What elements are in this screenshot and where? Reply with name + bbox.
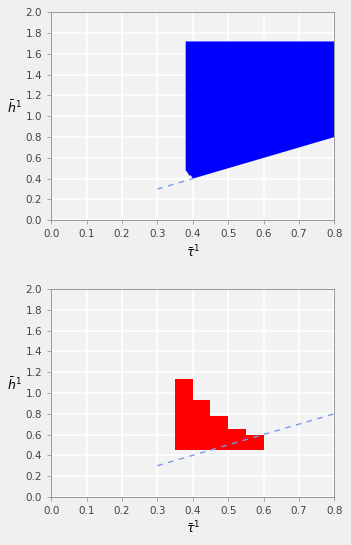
Y-axis label: $\bar{h}^1$: $\bar{h}^1$ bbox=[7, 100, 22, 116]
Polygon shape bbox=[186, 41, 335, 179]
Polygon shape bbox=[175, 379, 264, 450]
Y-axis label: $\bar{h}^1$: $\bar{h}^1$ bbox=[7, 377, 22, 393]
X-axis label: $\bar{\tau}^1$: $\bar{\tau}^1$ bbox=[186, 520, 200, 537]
X-axis label: $\bar{\tau}^1$: $\bar{\tau}^1$ bbox=[186, 244, 200, 260]
